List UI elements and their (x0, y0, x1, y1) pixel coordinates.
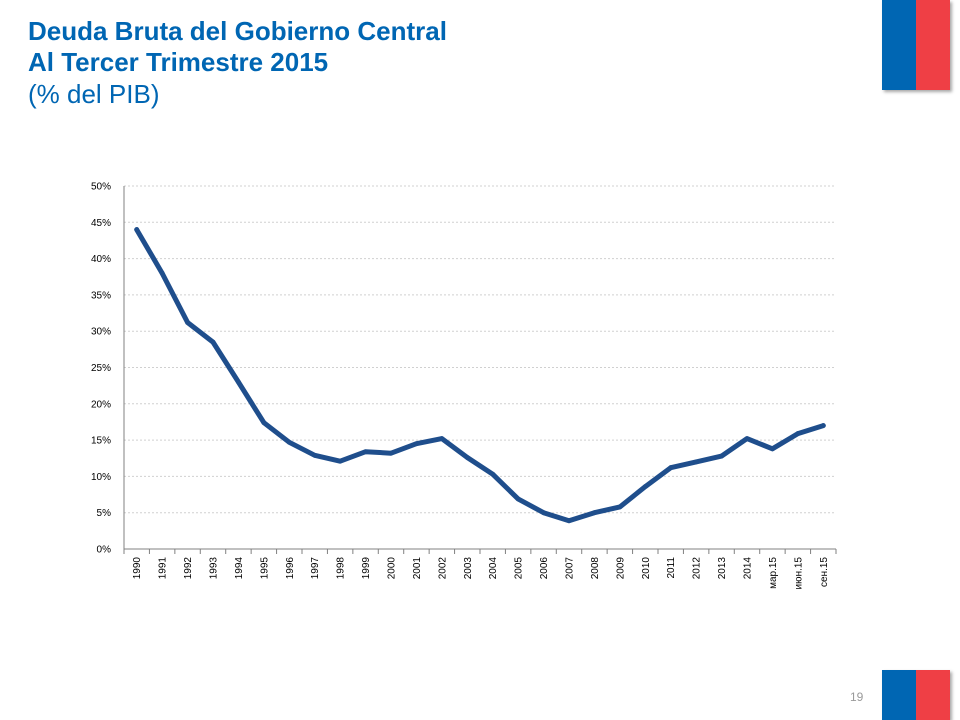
data-point (210, 339, 216, 345)
flag-stripe-red (916, 0, 950, 90)
y-tick-label: 10% (91, 472, 111, 483)
page-title-line2: Al Tercer Trimestre 2015 (28, 47, 329, 77)
data-point (617, 504, 623, 510)
data-point (719, 453, 724, 459)
x-tick-label: 2002 (437, 557, 448, 580)
data-point (642, 484, 648, 489)
data-point (744, 436, 750, 442)
data-point (515, 496, 521, 502)
data-point (439, 436, 445, 442)
data-point (592, 510, 597, 516)
x-tick-label: 2000 (387, 557, 398, 580)
x-tick-label: 1996 (285, 557, 296, 580)
page-number: 19 (850, 690, 864, 704)
data-point (693, 459, 699, 465)
y-tick-label: 35% (91, 290, 111, 301)
data-point (566, 518, 572, 524)
x-tick-label: 1991 (158, 557, 169, 580)
y-tick-label: 20% (91, 399, 111, 410)
flag-logo-top (882, 0, 950, 90)
x-tick-label: июн.15 (793, 557, 804, 590)
data-point (668, 465, 674, 471)
x-tick-label: 2010 (641, 557, 652, 580)
debt-series-line (134, 227, 826, 524)
x-tick-label: 2013 (717, 557, 728, 580)
data-point (363, 449, 368, 455)
x-tick-label: 1999 (361, 557, 372, 580)
x-tick-label: 1995 (259, 557, 270, 580)
x-tick-label: 2012 (692, 557, 703, 580)
x-tick-label: 2005 (514, 557, 525, 580)
data-point (464, 455, 470, 460)
data-point (236, 379, 241, 385)
data-point (261, 420, 267, 426)
x-tick-label: 2001 (412, 557, 423, 580)
data-point (490, 471, 496, 477)
y-tick-label: 30% (91, 327, 111, 338)
data-point (185, 320, 190, 325)
y-tick-label: 0% (97, 545, 112, 556)
x-tick-label: 1997 (310, 557, 321, 580)
y-tick-label: 50% (91, 182, 111, 193)
data-point (795, 431, 801, 436)
x-tick-label: 2011 (666, 557, 677, 579)
x-tick-label: 2003 (463, 557, 474, 580)
y-tick-label: 15% (91, 436, 111, 447)
flag-stripe-blue (882, 0, 916, 90)
data-point (541, 510, 546, 516)
x-tick-label: 2007 (565, 557, 576, 580)
x-tick-label: 2014 (743, 557, 754, 580)
x-tick-label: сен.15 (819, 557, 830, 587)
x-tick-label: 1993 (209, 557, 220, 580)
title-block: Deuda Bruta del Gobierno Central Al Terc… (28, 16, 447, 110)
page-subtitle: (% del PIB) (28, 79, 160, 109)
y-tick-label: 45% (91, 218, 111, 229)
data-point (414, 441, 419, 447)
data-point (337, 458, 343, 464)
data-point (388, 450, 394, 456)
x-tick-label: 2009 (615, 557, 626, 580)
x-tick-label: 1994 (234, 557, 245, 580)
x-tick-label: 1990 (132, 557, 143, 580)
data-point (820, 423, 826, 428)
flag-stripe-blue (882, 670, 916, 720)
data-point (134, 227, 140, 232)
x-tick-label: 2004 (488, 557, 499, 580)
data-point (286, 439, 292, 445)
page-title-line1: Deuda Bruta del Gobierno Central (28, 16, 447, 46)
x-tick-label: мар.15 (768, 557, 779, 589)
x-tick-label: 1998 (336, 557, 347, 580)
flag-stripe-red (916, 670, 950, 720)
y-tick-label: 25% (91, 363, 111, 374)
x-tick-label: 2008 (590, 557, 601, 580)
y-tick-label: 5% (97, 508, 112, 519)
flag-logo-bottom (882, 670, 950, 720)
data-point (312, 452, 318, 458)
x-tick-label: 2006 (539, 557, 550, 580)
y-tick-label: 40% (91, 254, 111, 265)
data-point (770, 446, 775, 452)
data-point (159, 270, 165, 276)
x-tick-label: 1992 (183, 557, 194, 580)
